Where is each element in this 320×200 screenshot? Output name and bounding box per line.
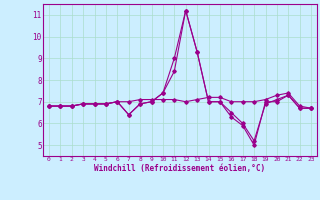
X-axis label: Windchill (Refroidissement éolien,°C): Windchill (Refroidissement éolien,°C): [94, 164, 266, 173]
